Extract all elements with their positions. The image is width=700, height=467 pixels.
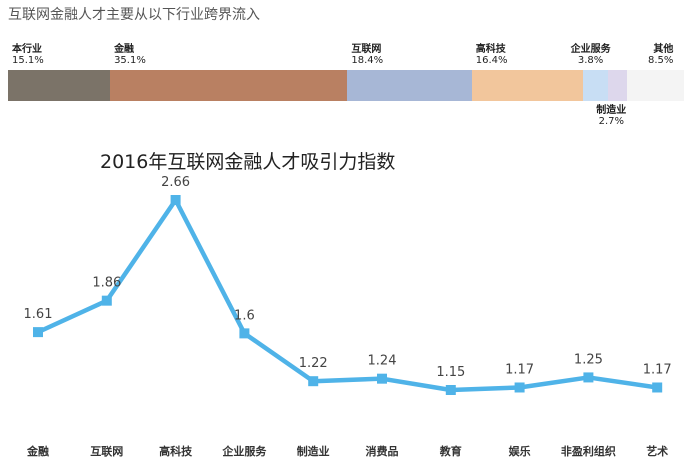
category-label-1: 互联网 <box>90 444 123 458</box>
segment-name: 本行业 <box>12 44 42 55</box>
category-label-0: 金融 <box>26 444 49 458</box>
category-label-7: 娱乐 <box>509 444 531 458</box>
category-label-6: 教育 <box>439 444 462 458</box>
segment-name: 金融 <box>114 44 135 55</box>
data-point-0 <box>33 327 43 338</box>
data-point-2 <box>170 195 181 205</box>
series-line <box>37 197 658 393</box>
segment-label-5: 制造业 2.7% <box>596 105 626 127</box>
data-label-6: 1.15 <box>436 365 465 380</box>
data-label-0: 1.61 <box>24 307 53 322</box>
segment-4 <box>582 70 609 101</box>
segment-label-0: 本行业 15.1% <box>12 44 44 66</box>
data-point-7 <box>514 382 525 393</box>
data-label-2: 2.66 <box>161 175 190 190</box>
data-point-6 <box>445 385 456 395</box>
line-chart-title: 2016年互联网金融人才吸引力指数 <box>100 151 396 173</box>
segment-label-4: 企业服务 3.8% <box>571 44 611 66</box>
segment-6 <box>626 70 684 101</box>
data-point-5 <box>377 373 387 384</box>
data-label-8: 1.25 <box>574 352 603 367</box>
category-label-2: 高科技 <box>159 444 193 458</box>
segment-3 <box>471 70 583 101</box>
segment-percent: 35.1% <box>114 55 146 66</box>
data-label-1: 1.86 <box>92 276 121 291</box>
data-point-3 <box>239 328 250 339</box>
segment-label-2: 互联网 18.4% <box>351 44 383 66</box>
segment-name: 互联网 <box>351 44 382 55</box>
category-label-8: 非盈利组织 <box>561 444 616 458</box>
segment-1 <box>110 70 348 101</box>
data-label-7: 1.17 <box>505 362 534 377</box>
data-point-9 <box>652 382 663 393</box>
data-point-8 <box>583 372 594 383</box>
data-point-1 <box>101 295 112 306</box>
segment-percent: 15.1% <box>12 55 44 66</box>
segment-percent: 8.5% <box>648 55 674 66</box>
segment-name: 其他 <box>653 44 674 55</box>
category-label-9: 艺术 <box>646 444 668 458</box>
segment-0 <box>8 70 111 101</box>
segment-name: 高科技 <box>475 44 506 55</box>
segment-name: 制造业 <box>596 105 627 116</box>
segment-percent: 18.4% <box>351 55 384 66</box>
data-point-4 <box>308 376 319 387</box>
segment-chart-title: 互联网金融人才主要从以下行业跨界流入 <box>8 7 260 23</box>
segment-percent: 3.8% <box>577 55 604 66</box>
segment-2 <box>347 70 472 101</box>
segment-5 <box>608 70 627 101</box>
segment-label-6: 其他 8.5% <box>648 44 673 66</box>
data-label-3: 1.6 <box>234 308 255 323</box>
segment-percent: 16.4% <box>475 55 508 66</box>
category-label-5: 消费品 <box>366 444 399 458</box>
data-label-5: 1.24 <box>368 354 397 369</box>
segment-label-3: 高科技 16.4% <box>476 44 508 66</box>
segmented-bar <box>8 70 684 101</box>
segment-name: 企业服务 <box>570 44 611 55</box>
category-label-4: 制造业 <box>297 444 330 458</box>
segment-percent: 2.7% <box>598 116 624 127</box>
segment-label-1: 金融 35.1% <box>114 44 146 66</box>
data-label-4: 1.22 <box>299 356 328 371</box>
category-label-3: 企业服务 <box>221 444 267 458</box>
data-label-9: 1.17 <box>643 362 672 377</box>
